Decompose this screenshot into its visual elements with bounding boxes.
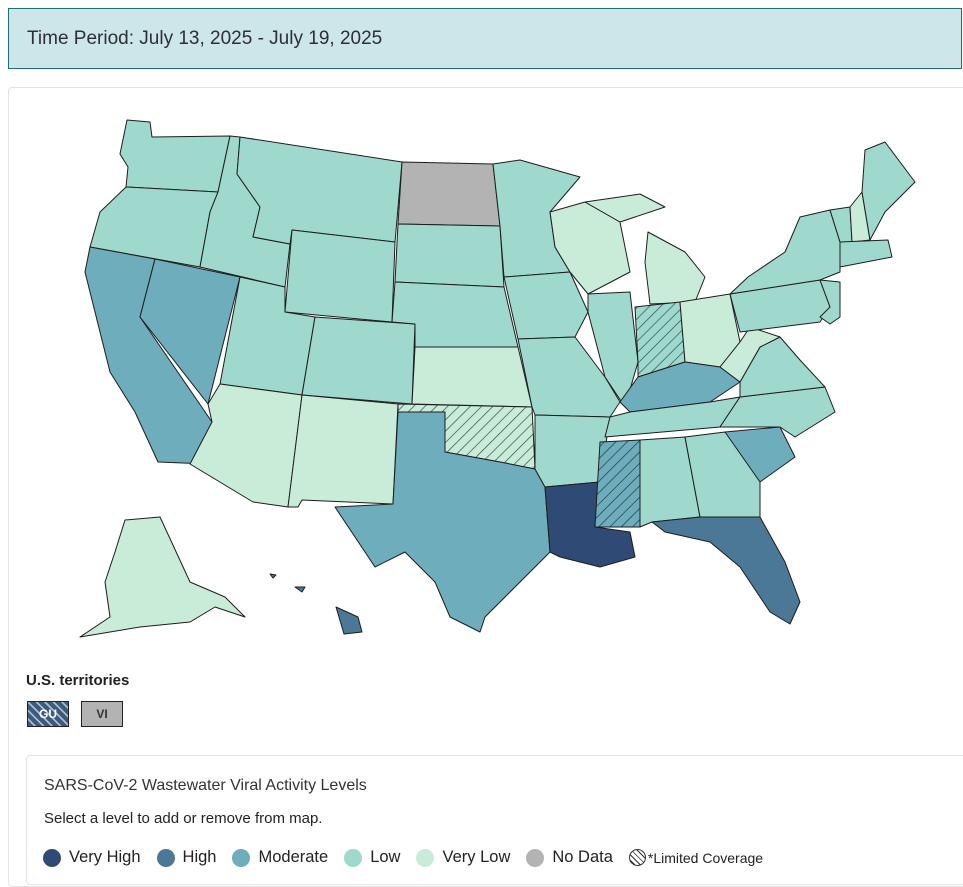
state-SD[interactable]	[394, 223, 505, 288]
state-MO[interactable]	[517, 336, 621, 418]
state-MA[interactable]	[839, 239, 893, 268]
no-data-dot-icon	[526, 848, 545, 867]
legend-no-data-label: No Data	[552, 848, 613, 866]
legend-items: Very High High Moderate Low Very Low No …	[43, 848, 763, 867]
time-period-text: Time Period: July 13, 2025 - July 19, 20…	[27, 27, 383, 49]
legend-panel: SARS-CoV-2 Wastewater Viral Activity Lev…	[26, 755, 963, 885]
legend-very-low[interactable]: Very Low	[416, 848, 510, 867]
territories-label: U.S. territories	[26, 672, 130, 689]
low-dot-icon	[344, 848, 363, 867]
legend-limited-coverage-label: *Limited Coverage	[647, 849, 764, 866]
state-MS[interactable]	[594, 439, 641, 528]
legend-very-high[interactable]: Very High	[43, 848, 141, 867]
very-high-dot-icon	[43, 848, 61, 867]
legend-moderate-label: Moderate	[258, 848, 329, 866]
high-dot-icon	[156, 848, 175, 867]
state-ME[interactable]	[861, 141, 916, 241]
state-AK[interactable]	[79, 516, 246, 638]
legend-high-label: High	[182, 848, 217, 866]
legend-moderate[interactable]: Moderate	[232, 848, 328, 867]
moderate-dot-icon	[232, 848, 251, 867]
legend-very-low-label: Very Low	[442, 848, 511, 866]
state-CO[interactable]	[301, 316, 416, 405]
state-ND[interactable]	[397, 161, 501, 227]
state-NM[interactable]	[287, 394, 399, 508]
us-map[interactable]	[40, 112, 940, 647]
state-TX[interactable]	[334, 411, 551, 633]
state-WV[interactable]	[719, 326, 781, 383]
time-period-banner: Time Period: July 13, 2025 - July 19, 20…	[8, 8, 962, 69]
state-NJ[interactable]	[819, 279, 841, 325]
state-WY[interactable]	[284, 229, 396, 323]
state-SC[interactable]	[724, 426, 796, 483]
legend-high[interactable]: High	[156, 848, 217, 867]
legend-subtitle: Select a level to add or remove from map…	[44, 810, 323, 827]
legend-no-data[interactable]: No Data	[526, 848, 613, 867]
legend-low[interactable]: Low	[344, 848, 400, 867]
legend-title: SARS-CoV-2 Wastewater Viral Activity Lev…	[44, 777, 367, 794]
territory-gu-button[interactable]: GU	[27, 701, 69, 727]
state-MT[interactable]	[236, 136, 403, 245]
limited-coverage-hatch-icon	[628, 849, 646, 866]
state-WA[interactable]	[119, 119, 231, 193]
territory-vi-button[interactable]: VI	[81, 701, 123, 727]
state-HI[interactable]	[269, 573, 363, 635]
state-IA[interactable]	[503, 271, 589, 340]
very-low-dot-icon	[416, 848, 435, 867]
legend-limited-coverage: *Limited Coverage	[628, 849, 764, 866]
state-KS[interactable]	[411, 346, 533, 408]
legend-low-label: Low	[370, 848, 401, 866]
legend-very-high-label: Very High	[69, 848, 141, 866]
state-FL[interactable]	[651, 516, 801, 625]
